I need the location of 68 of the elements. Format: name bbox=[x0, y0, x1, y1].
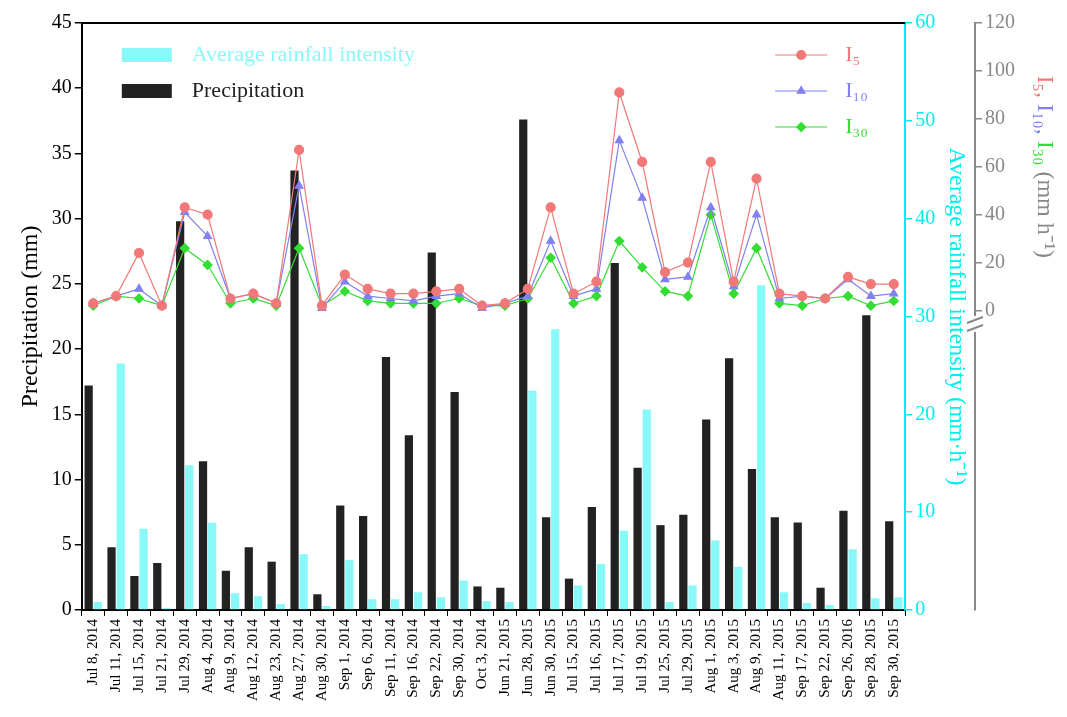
legend-label: Average rainfall intensity bbox=[191, 40, 415, 66]
y-tick-label: 10 bbox=[51, 466, 72, 489]
y3-tick-label: 120 bbox=[985, 10, 1015, 33]
y-tick-label: 35 bbox=[51, 140, 72, 163]
x-tick-label: Sep 22, 2015 bbox=[816, 618, 833, 698]
x-tick-label: Jul 29, 2014 bbox=[175, 618, 192, 693]
x-tick-label: Oct 3, 2014 bbox=[473, 618, 489, 690]
x-tick-label: Aug 30, 2014 bbox=[312, 618, 329, 702]
y-tick-label: 45 bbox=[51, 10, 72, 33]
x-tick-label: Jul 11, 2014 bbox=[107, 618, 124, 693]
x-tick-label: Jun 21, 2015 bbox=[495, 618, 512, 697]
y3-tick-label: 100 bbox=[985, 58, 1015, 81]
y-tick-label: 5 bbox=[61, 531, 72, 554]
x-tick-label: Aug 3, 2015 bbox=[724, 618, 741, 694]
x-tick-label: Jul 17, 2015 bbox=[610, 618, 627, 693]
y3-tick-label: 20 bbox=[985, 249, 1005, 272]
y2-tick-label: 10 bbox=[915, 499, 936, 522]
x-tick-label: Aug 9, 2015 bbox=[747, 618, 764, 694]
x-tick-label: Sep 1, 2014 bbox=[335, 618, 352, 691]
x-tick-label: Sep 17, 2015 bbox=[793, 618, 810, 698]
x-tick-label: Jul 15, 2014 bbox=[129, 618, 146, 693]
y3-tick-label: 80 bbox=[985, 106, 1005, 129]
y-tick-label: 0 bbox=[61, 597, 72, 620]
legend-label: I₁₀ bbox=[845, 76, 868, 102]
x-tick-label: Sep 16, 2014 bbox=[404, 618, 421, 698]
x-tick-label: Jul 15, 2015 bbox=[564, 618, 581, 693]
y-tick-label: 25 bbox=[51, 271, 72, 294]
legend-label: I₃₀ bbox=[845, 112, 868, 138]
x-tick-label: Sep 30, 2014 bbox=[450, 618, 467, 698]
x-tick-label: Jul 25, 2015 bbox=[655, 618, 672, 693]
y2-tick-label: 20 bbox=[915, 401, 936, 424]
x-tick-label: Jul 8, 2014 bbox=[84, 618, 101, 686]
y2-tick-label: 30 bbox=[915, 303, 936, 326]
y-axis-title: Precipitation (mm) bbox=[15, 225, 42, 408]
x-tick-label: Aug 4, 2014 bbox=[198, 618, 215, 694]
x-tick-label: Sep 28, 2015 bbox=[861, 618, 878, 698]
x-tick-label: Sep 26, 2016 bbox=[838, 618, 855, 698]
y-tick-label: 15 bbox=[51, 401, 72, 424]
y2-tick-label: 50 bbox=[915, 108, 936, 131]
x-tick-label: Jul 21, 2014 bbox=[152, 618, 169, 693]
y-tick-label: 40 bbox=[51, 75, 72, 98]
x-tick-label: Sep 30, 2015 bbox=[884, 618, 901, 698]
legend-label: I₅ bbox=[845, 40, 861, 66]
x-tick-label: Sep 6, 2014 bbox=[358, 618, 375, 691]
legend-label: Precipitation bbox=[191, 76, 305, 102]
x-tick-label: Jul 16, 2015 bbox=[587, 618, 604, 693]
y2-axis-title: Average rainfall intensity (mm·h⁻¹) bbox=[945, 147, 972, 486]
y-tick-label: 20 bbox=[51, 336, 72, 359]
y3-tick-label: 0 bbox=[985, 297, 995, 320]
x-tick-label: Aug 23, 2014 bbox=[267, 618, 284, 702]
x-tick-label: Jun 28, 2015 bbox=[518, 618, 535, 697]
y3-tick-label: 60 bbox=[985, 153, 1005, 176]
x-tick-label: Sep 22, 2014 bbox=[427, 618, 444, 698]
x-tick-label: Sep 11, 2014 bbox=[381, 618, 398, 698]
y2-tick-label: 0 bbox=[915, 597, 926, 620]
x-tick-label: Aug 12, 2014 bbox=[244, 618, 261, 702]
x-tick-label: Jun 30, 2015 bbox=[541, 618, 558, 697]
x-tick-label: Aug 9, 2014 bbox=[221, 618, 238, 694]
x-tick-label: Aug 11, 2015 bbox=[770, 618, 787, 701]
y3-tick-label: 40 bbox=[985, 201, 1005, 224]
x-tick-label: Jul 19, 2015 bbox=[633, 618, 650, 693]
y3-axis-title: I₅, I₁₀, I₃₀ (mm h⁻¹) bbox=[1032, 75, 1059, 258]
y2-tick-label: 60 bbox=[915, 10, 936, 33]
x-tick-label: Aug 27, 2014 bbox=[290, 618, 307, 702]
x-tick-label: Jul 29, 2015 bbox=[678, 618, 695, 693]
x-tick-label: Aug 1, 2015 bbox=[701, 618, 718, 694]
y2-tick-label: 40 bbox=[915, 205, 936, 228]
y-tick-label: 30 bbox=[51, 205, 72, 228]
